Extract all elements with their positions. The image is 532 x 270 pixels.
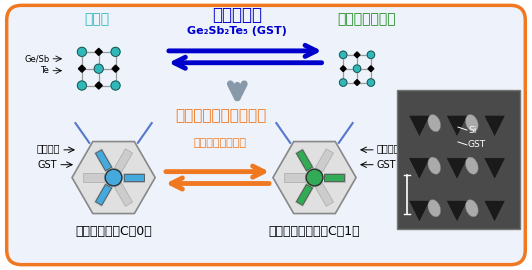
Polygon shape (354, 80, 360, 86)
Text: 光トポロジカル相転移: 光トポロジカル相転移 (175, 108, 266, 123)
Polygon shape (323, 173, 345, 182)
Polygon shape (95, 149, 113, 172)
Text: Si: Si (468, 126, 476, 134)
Polygon shape (273, 141, 356, 214)
Circle shape (367, 79, 375, 86)
Text: フォトニック結晶: フォトニック結晶 (194, 138, 247, 148)
Polygon shape (295, 183, 313, 206)
Circle shape (105, 169, 122, 186)
Polygon shape (114, 183, 132, 206)
Polygon shape (83, 173, 104, 182)
Text: トポロジカル相（C＝1）: トポロジカル相（C＝1） (269, 225, 360, 238)
Circle shape (339, 79, 347, 86)
Text: ノーマル相（C＝0）: ノーマル相（C＝0） (75, 225, 152, 238)
Ellipse shape (466, 114, 478, 132)
Polygon shape (315, 149, 334, 172)
Circle shape (94, 64, 103, 73)
Text: GST: GST (377, 160, 396, 170)
Text: シリコン: シリコン (37, 143, 60, 153)
Circle shape (353, 65, 361, 72)
Polygon shape (446, 200, 468, 222)
Polygon shape (446, 158, 468, 180)
Text: Te: Te (40, 66, 49, 75)
Text: Ge₂Sb₂Te₅ (GST): Ge₂Sb₂Te₅ (GST) (187, 26, 287, 36)
Polygon shape (96, 150, 112, 171)
Ellipse shape (466, 157, 478, 174)
Circle shape (367, 51, 375, 59)
Polygon shape (284, 173, 305, 182)
Circle shape (111, 47, 120, 56)
Text: 物質相転移: 物質相転移 (212, 6, 262, 24)
Text: GST: GST (38, 160, 57, 170)
Polygon shape (123, 174, 144, 181)
Polygon shape (114, 149, 132, 172)
Text: アモルファス相: アモルファス相 (338, 12, 396, 26)
Bar (397, 90, 520, 229)
Ellipse shape (428, 114, 440, 132)
Polygon shape (325, 174, 344, 181)
Polygon shape (446, 115, 468, 137)
Ellipse shape (466, 200, 478, 217)
Polygon shape (484, 200, 505, 222)
Polygon shape (409, 158, 430, 180)
Text: Ge/Sb: Ge/Sb (24, 54, 49, 63)
Circle shape (111, 81, 120, 90)
Polygon shape (409, 115, 430, 137)
Polygon shape (484, 115, 505, 137)
Circle shape (77, 47, 87, 56)
Polygon shape (315, 183, 334, 206)
Polygon shape (296, 150, 313, 171)
Circle shape (339, 51, 347, 59)
Circle shape (77, 81, 87, 90)
Polygon shape (409, 200, 430, 222)
Polygon shape (484, 158, 505, 180)
FancyBboxPatch shape (7, 5, 525, 265)
Polygon shape (72, 141, 155, 214)
Polygon shape (295, 149, 313, 172)
Polygon shape (123, 173, 144, 182)
Polygon shape (95, 183, 113, 206)
Polygon shape (78, 65, 86, 72)
Ellipse shape (428, 157, 440, 174)
Text: GST: GST (468, 140, 486, 149)
Polygon shape (296, 184, 313, 205)
Text: 結晶相: 結晶相 (84, 12, 109, 26)
Polygon shape (112, 65, 119, 72)
Polygon shape (368, 66, 374, 72)
Polygon shape (96, 184, 112, 205)
Circle shape (306, 169, 323, 186)
Polygon shape (95, 82, 102, 89)
Polygon shape (340, 66, 346, 72)
Polygon shape (354, 52, 360, 58)
Polygon shape (95, 48, 102, 55)
Text: シリコン: シリコン (377, 143, 401, 153)
Ellipse shape (428, 200, 440, 217)
